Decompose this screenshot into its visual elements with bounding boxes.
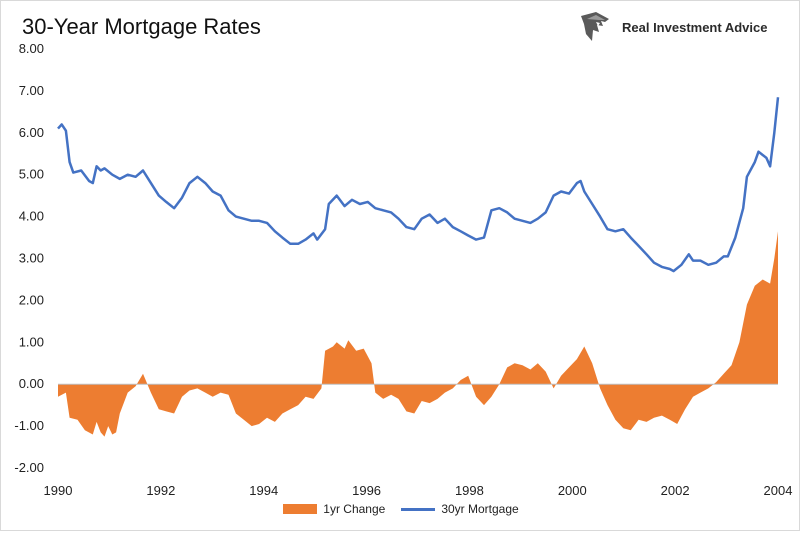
series-1yr-change-area [58,231,778,437]
eagle-head-icon [581,12,609,41]
y-tick-label: -1.00 [14,418,44,433]
legend-item-mortgage: 30yr Mortgage [401,502,519,516]
x-tick-label: 2004 [764,483,793,498]
y-tick-label: 5.00 [19,167,44,182]
brand-logo: Real Investment Advice [578,10,767,44]
x-tick-label: 1998 [455,483,484,498]
x-tick-label: 2000 [558,483,587,498]
legend: 1yr Change 30yr Mortgage [0,502,802,516]
y-tick-label: 1.00 [19,334,44,349]
y-tick-label: 8.00 [19,41,44,56]
legend-item-change: 1yr Change [283,502,385,516]
y-tick-label: 3.00 [19,251,44,266]
legend-swatch-change [283,504,318,514]
legend-swatch-mortgage [401,507,436,511]
series-30yr-mortgage-line [57,97,780,273]
legend-label-change: 1yr Change [323,502,386,516]
x-tick-label: 1990 [44,483,73,498]
x-tick-label: 1992 [146,483,175,498]
y-tick-label: 4.00 [19,209,44,224]
x-tick-label: 1994 [249,483,278,498]
y-tick-label: -2.00 [14,460,44,475]
x-tick-label: 1996 [352,483,381,498]
brand-name: Real Investment Advice [622,19,768,35]
legend-label-mortgage: 30yr Mortgage [441,502,519,516]
y-tick-label: 2.00 [19,292,44,307]
y-tick-label: 0.00 [19,376,44,391]
chart-title: 30-Year Mortgage Rates [22,14,261,39]
y-tick-label: 6.00 [19,125,44,140]
x-tick-label: 2002 [661,483,690,498]
y-tick-label: 7.00 [19,83,44,98]
